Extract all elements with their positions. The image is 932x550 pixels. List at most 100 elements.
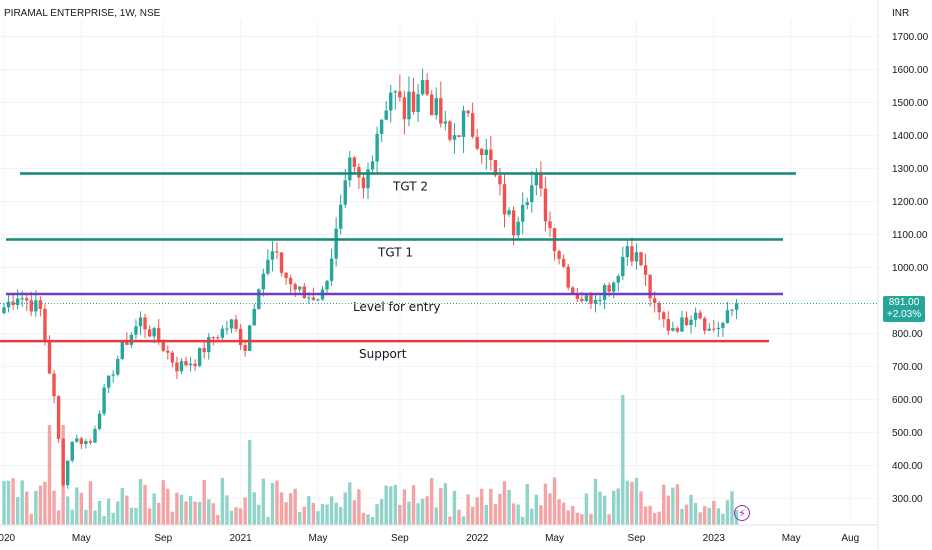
last-price: 891.00 xyxy=(888,296,920,308)
candle-body xyxy=(147,329,152,337)
candle-body xyxy=(66,460,70,486)
candle-body xyxy=(25,298,29,301)
level-label: TGT 2 xyxy=(392,179,428,193)
y-tick-label: 1000.00 xyxy=(892,263,929,274)
candle-body xyxy=(402,97,407,120)
volume-bar xyxy=(652,513,657,525)
volume-bar xyxy=(489,488,493,525)
volume-bar xyxy=(357,489,361,525)
volume-bar xyxy=(38,485,43,525)
volume-bar xyxy=(693,502,698,525)
candle-body xyxy=(612,282,616,292)
candle-body xyxy=(716,327,721,330)
candle-body xyxy=(666,319,670,331)
candle-body xyxy=(116,359,120,375)
volume-bar xyxy=(138,479,143,525)
candle-body xyxy=(225,328,229,330)
candle-body xyxy=(548,221,552,229)
candle-body xyxy=(243,345,247,351)
candle-body xyxy=(584,295,589,302)
x-tick-label: 2020 xyxy=(0,533,16,544)
last-change: +2.03% xyxy=(886,308,922,320)
candle-body xyxy=(102,387,106,414)
volume-bar xyxy=(416,503,420,525)
candle-body xyxy=(389,92,393,111)
volume-bar xyxy=(298,512,302,525)
volume-bar xyxy=(375,504,379,525)
x-tick-label: Aug xyxy=(841,533,859,544)
volume-bar xyxy=(407,501,411,525)
volume-bar xyxy=(507,490,511,525)
candle-body xyxy=(730,309,734,311)
y-tick-label: 800.00 xyxy=(892,329,923,340)
candle-body xyxy=(152,328,156,337)
candle-body xyxy=(707,328,711,331)
candle-body xyxy=(288,277,293,285)
candle-body xyxy=(384,110,388,120)
volume-bar xyxy=(329,496,334,525)
candle-body xyxy=(266,259,270,274)
volume-bar xyxy=(657,511,661,525)
candle-body xyxy=(448,121,452,140)
chart-title: PIRAMAL ENTERPRISE, 1W, NSE xyxy=(4,8,161,19)
candle-body xyxy=(97,413,102,429)
volume-bar xyxy=(470,506,475,525)
price-axis[interactable]: 300.00400.00500.00600.00700.00800.00900.… xyxy=(877,0,929,550)
candle-body xyxy=(207,337,211,353)
volume-bar xyxy=(398,504,402,525)
volume-bar xyxy=(175,492,179,525)
volume-bar xyxy=(52,490,56,525)
volume-bar xyxy=(170,511,175,525)
y-tick-label: 1100.00 xyxy=(892,230,928,241)
candle-body xyxy=(434,98,438,116)
volume-bar xyxy=(79,493,84,525)
candle-body xyxy=(466,110,470,114)
volume-bar xyxy=(607,514,611,525)
volume-bar xyxy=(630,482,634,525)
volume-bar xyxy=(252,492,256,525)
volume-bar xyxy=(6,480,11,525)
volume-bar xyxy=(348,482,352,525)
candle-body xyxy=(170,352,175,363)
y-tick-label: 1500.00 xyxy=(892,98,929,109)
candle-body xyxy=(616,276,620,283)
candle-body xyxy=(634,252,639,262)
candle-body xyxy=(84,441,88,445)
x-tick-label: Sep xyxy=(154,533,172,544)
candle-body xyxy=(188,363,193,366)
volume-bar xyxy=(238,508,243,525)
candle-body xyxy=(602,285,607,300)
candle-body xyxy=(56,396,61,439)
candle-body xyxy=(366,169,370,189)
level-label: Support xyxy=(359,347,407,361)
candle-body xyxy=(703,318,707,331)
candle-body xyxy=(375,133,379,162)
candle-body xyxy=(539,173,543,189)
candle-body xyxy=(52,373,56,397)
volume-bar xyxy=(179,494,184,525)
volume-bar xyxy=(166,488,170,525)
candle-body xyxy=(34,300,38,312)
candle-body xyxy=(138,317,143,327)
volume-bar xyxy=(34,490,38,525)
volume-bar xyxy=(120,487,124,525)
time-axis[interactable]: 2020 May Sep 2021 May Sep 2022 May Sep 2023 May Aug xyxy=(0,524,878,544)
candle-body xyxy=(625,246,630,257)
candle-body xyxy=(379,119,384,134)
volume-bar xyxy=(225,495,229,525)
x-tick-label: May xyxy=(72,533,91,544)
candle-body xyxy=(79,438,84,445)
volume-bar xyxy=(662,484,666,525)
volume-bar xyxy=(275,480,279,525)
candle-body xyxy=(543,188,548,222)
volume-bar xyxy=(698,512,702,525)
lightning-icon[interactable]: ⚡ xyxy=(734,505,750,521)
candle-body xyxy=(166,350,170,353)
candle-body xyxy=(334,228,338,259)
y-tick-label: 700.00 xyxy=(892,362,923,373)
volume-bar xyxy=(557,499,561,525)
volume-bar xyxy=(361,512,366,525)
candle-body xyxy=(734,303,739,310)
candle-body xyxy=(698,312,702,319)
